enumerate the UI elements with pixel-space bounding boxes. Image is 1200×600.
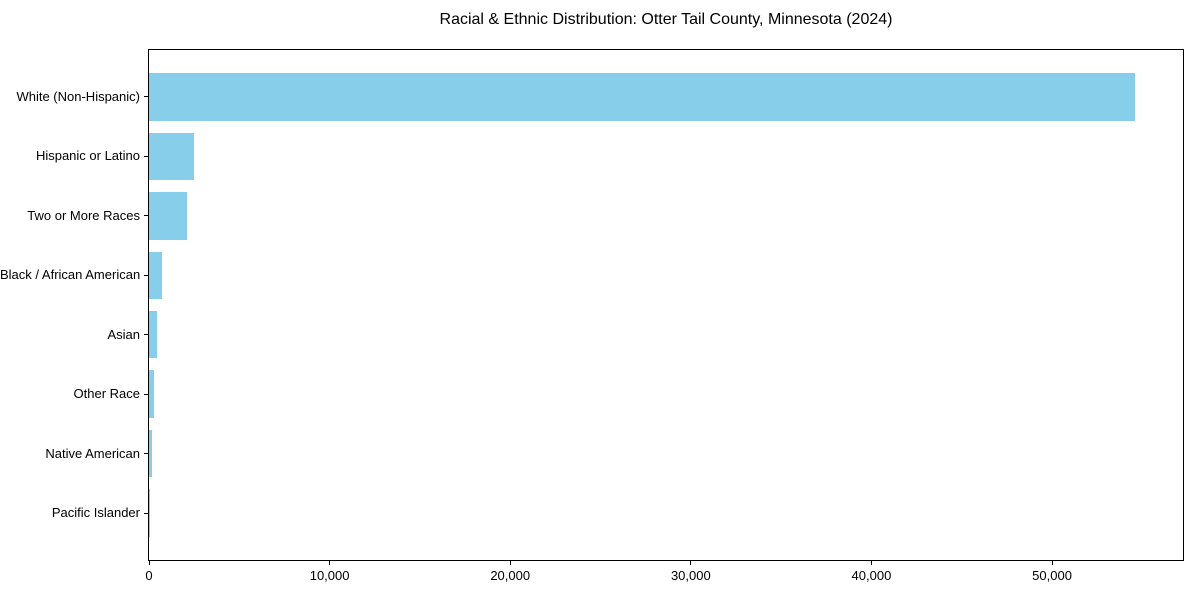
chart-title: Racial & Ethnic Distribution: Otter Tail… — [439, 11, 893, 28]
y-tick-mark — [144, 274, 148, 276]
y-tick-mark — [144, 512, 148, 514]
y-tick-mark — [144, 155, 148, 157]
x-tick-mark — [870, 561, 872, 565]
bar — [149, 370, 155, 418]
y-tick-label: Pacific Islander — [51, 505, 140, 521]
bar — [149, 132, 195, 181]
y-tick-label: Other Race — [73, 386, 140, 402]
bar — [149, 192, 187, 240]
y-tick-label: Asian — [107, 326, 140, 342]
x-tick-mark — [148, 561, 150, 565]
y-tick-label: White (Non-Hispanic) — [16, 88, 140, 104]
y-tick-mark — [144, 334, 148, 336]
x-tick-label: 40,000 — [851, 568, 892, 583]
x-tick-label: 20,000 — [490, 568, 531, 583]
y-tick-mark — [144, 393, 148, 395]
y-tick-mark — [144, 215, 148, 217]
bar — [149, 310, 158, 359]
y-tick-mark — [144, 96, 148, 98]
y-tick-label: Native American — [45, 445, 140, 461]
x-tick-label: 30,000 — [670, 568, 711, 583]
y-tick-label: Black / African American — [0, 267, 141, 283]
y-tick-label: Hispanic or Latino — [35, 148, 140, 164]
x-tick-mark — [1051, 561, 1053, 565]
x-tick-mark — [690, 561, 692, 565]
y-tick-mark — [144, 453, 148, 455]
x-tick-label: 50,000 — [1032, 568, 1072, 583]
x-tick-mark — [329, 561, 331, 565]
bar — [149, 251, 162, 300]
x-tick-mark — [509, 561, 511, 565]
x-tick-label: 10,000 — [309, 568, 350, 583]
bar — [149, 489, 150, 537]
x-tick-label: 0 — [145, 568, 153, 583]
bar — [149, 429, 153, 478]
y-tick-label: Two or More Races — [27, 207, 140, 223]
bar — [149, 73, 1136, 121]
plot-area — [148, 49, 1184, 561]
